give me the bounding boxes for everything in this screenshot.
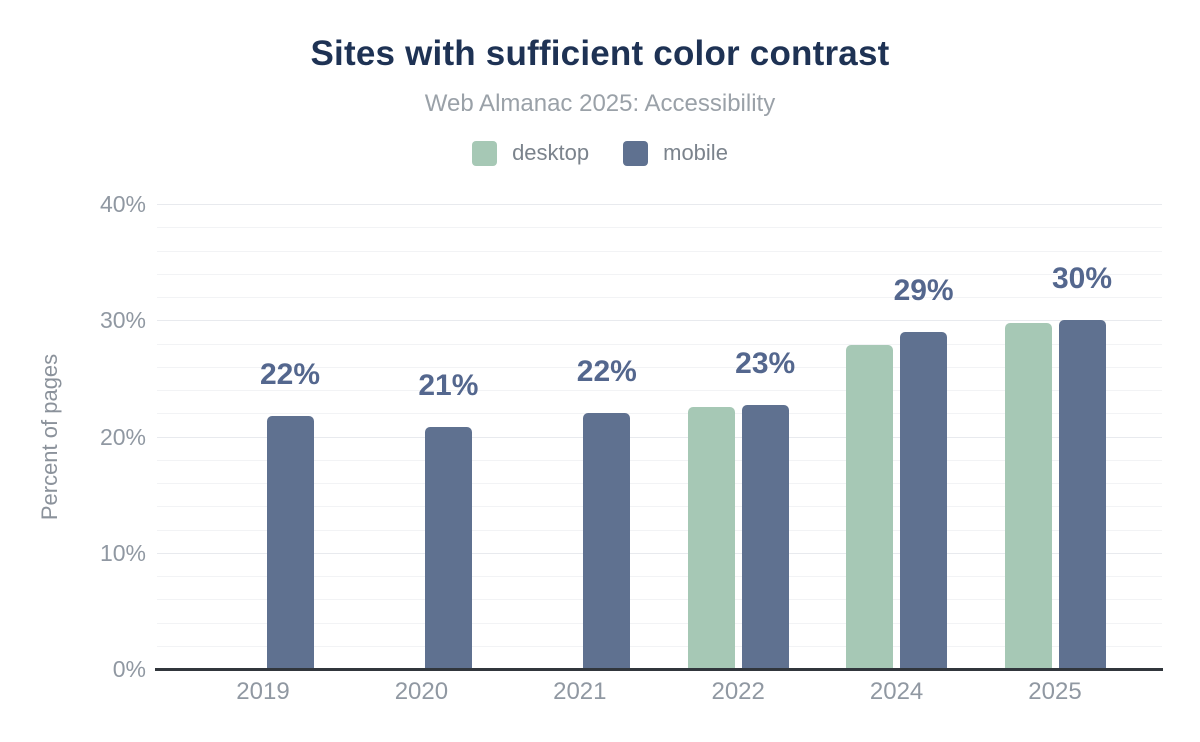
bar-value-label-2019: 22% [259, 357, 321, 391]
bar-desktop-2025[interactable] [1004, 322, 1052, 669]
x-tick-label-2025: 2025 [1028, 678, 1082, 705]
x-tick-label-2024: 2024 [869, 678, 924, 705]
chart-title: Sites with sufficient color contrast [310, 34, 890, 73]
y-tick-label: 10% [99, 539, 146, 566]
gridline-minor [157, 390, 1162, 391]
legend-item-desktop[interactable]: desktop [472, 140, 589, 166]
bar-value-label-2025: 30% [1051, 262, 1113, 296]
gridline-minor [157, 506, 1162, 508]
gridline-minor [157, 343, 1162, 345]
legend-swatch-desktop-icon [472, 140, 498, 166]
gridline-minor [157, 483, 1162, 484]
gridline-major [157, 320, 1162, 322]
bar-mobile-2022[interactable] [741, 405, 789, 669]
gridline-minor [157, 459, 1162, 461]
bar-value-label-2021: 22% [576, 355, 637, 389]
gridline-minor [157, 622, 1162, 624]
y-tick-label: 20% [99, 423, 146, 450]
bar-value-label-2024: 29% [893, 273, 954, 307]
x-tick-label-2020: 2020 [394, 678, 449, 705]
bar-mobile-2020[interactable] [424, 427, 472, 669]
legend-label-mobile: mobile [663, 140, 728, 165]
chart-subtitle: Web Almanac 2025: Accessibility [424, 90, 776, 117]
gridline-minor [157, 645, 1162, 647]
bar-mobile-2021[interactable] [583, 413, 631, 669]
x-tick-label-2019: 2019 [236, 678, 290, 705]
gridline-minor [157, 576, 1162, 577]
gridline-major [157, 552, 1162, 554]
gridline-minor [157, 227, 1162, 229]
gridline-minor [157, 250, 1162, 252]
bar-mobile-2024[interactable] [900, 331, 948, 669]
gridline-minor [157, 413, 1162, 415]
gridline-major [157, 436, 1162, 438]
legend-label-desktop: desktop [512, 140, 590, 165]
x-tick-label-2022: 2022 [711, 678, 765, 705]
gridline-minor [157, 366, 1162, 368]
gridline-minor [157, 273, 1162, 275]
x-axis-line [155, 668, 1163, 671]
gridline-minor [157, 529, 1162, 531]
gridline-minor [157, 599, 1162, 601]
bar-value-label-2020: 21% [418, 369, 479, 403]
legend: desktop mobile [0, 140, 1200, 166]
bar-desktop-2024[interactable] [846, 344, 894, 669]
bar-mobile-2025[interactable] [1058, 320, 1106, 669]
legend-swatch-mobile-icon [623, 140, 649, 166]
y-tick-label: 0% [112, 656, 146, 682]
gridline-minor [157, 297, 1162, 298]
gridline-major [157, 204, 1162, 205]
legend-item-mobile[interactable]: mobile [623, 140, 728, 166]
x-tick-label-2021: 2021 [553, 678, 607, 705]
y-tick-label: 30% [99, 307, 146, 334]
y-tick-label: 40% [99, 191, 146, 217]
bar-mobile-2019[interactable] [266, 415, 314, 669]
bar-value-label-2022: 23% [735, 347, 796, 381]
bar-desktop-2022[interactable] [687, 407, 735, 669]
